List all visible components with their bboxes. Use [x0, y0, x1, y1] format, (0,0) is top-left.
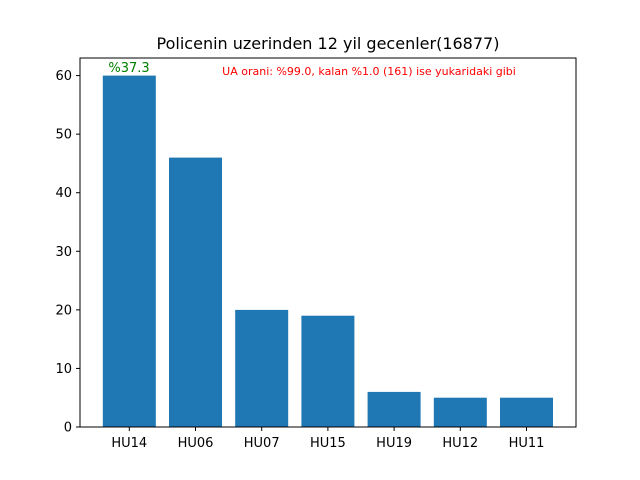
- y-tick-label: 10: [55, 362, 72, 377]
- y-tick-label: 0: [64, 421, 72, 436]
- bar-hu14: [102, 75, 156, 427]
- y-axis: 0 10 20 30 40 50 60: [55, 69, 80, 436]
- bar-hu15: [301, 315, 355, 427]
- y-tick-label: 40: [55, 186, 72, 201]
- chart-note: UA orani: %99.0, kalan %1.0 (161) ise yu…: [222, 65, 516, 78]
- bar-hu19: [367, 391, 421, 427]
- bar-hu12: [433, 397, 487, 427]
- x-tick-label: HU07: [244, 436, 280, 451]
- y-tick-label: 30: [55, 245, 72, 260]
- x-tick-label: HU19: [376, 436, 412, 451]
- y-tick-label: 50: [55, 128, 72, 143]
- x-tick-label: HU12: [442, 436, 478, 451]
- chart-title: Policenin uzerinden 12 yil gecenler(1687…: [157, 34, 500, 53]
- bar-hu06: [169, 157, 222, 427]
- y-tick-label: 60: [55, 69, 72, 84]
- y-tick-label: 20: [55, 303, 72, 318]
- x-tick-label: HU06: [178, 436, 214, 451]
- plot-frame: [79, 57, 577, 428]
- bars-group: [102, 75, 553, 427]
- x-tick-label: HU14: [111, 436, 147, 451]
- top-bar-percentage-label: %37.3: [108, 61, 149, 76]
- x-tick-label: HU15: [310, 436, 346, 451]
- bar-hu11: [500, 397, 553, 427]
- x-axis: HU14 HU06 HU07 HU15 HU19 HU12 HU11: [111, 427, 544, 451]
- bar-hu07: [235, 309, 289, 427]
- x-tick-label: HU11: [509, 436, 545, 451]
